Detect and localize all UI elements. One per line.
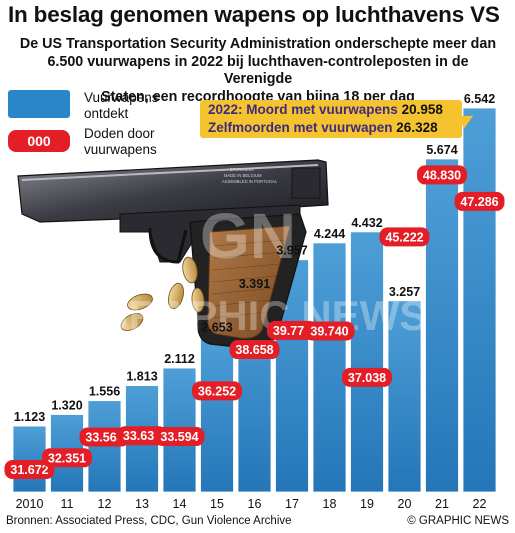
x-tick-label: 20 — [398, 497, 412, 511]
bar-firearms-20 — [387, 300, 422, 493]
death-badge-19 — [342, 367, 392, 387]
death-badge-20 — [379, 227, 430, 247]
svg-text:MADE IN BELGIUM: MADE IN BELGIUM — [224, 173, 262, 178]
watermark-text: GRAPHIC NEWS — [96, 292, 427, 339]
death-badge-11 — [42, 448, 92, 468]
annotation-box: 2022: Moord met vuurwapens 20.958 Zelfmo… — [200, 100, 462, 138]
x-tick-label: 15 — [210, 497, 224, 511]
annotation-value: 26.328 — [396, 120, 438, 135]
x-tick-label: 16 — [248, 497, 262, 511]
x-tick-label: 2010 — [16, 497, 44, 511]
bar-value-label: 1.556 — [89, 385, 120, 399]
x-tick-label: 21 — [435, 497, 449, 511]
handgun-with-bullets-icon: BROWNING MADE IN BELGIUM ASSEMBLED IN PO… — [17, 159, 329, 349]
annotation-label: 2022: Moord met vuurwapens — [208, 102, 398, 117]
death-badge-16 — [229, 340, 280, 360]
annotation-label: Zelfmoorden met vuurwapen — [208, 120, 393, 135]
x-tick-label: 22 — [473, 497, 487, 511]
legend-swatch-blue — [8, 90, 70, 118]
graphic-news-watermark: GN GRAPHIC NEWS — [96, 200, 427, 339]
death-badge-label: 45.222 — [385, 230, 423, 244]
x-tick-label: 18 — [323, 497, 337, 511]
bar-value-label: 1.320 — [51, 399, 82, 413]
bar-value-label: 2.653 — [201, 320, 232, 334]
subtitle-line: De US Transportation Security Administra… — [19, 36, 497, 52]
death-badge-label: 32.351 — [48, 451, 86, 465]
copyright: © GRAPHIC NEWS — [407, 515, 509, 527]
legend-swatch-red: 000 — [8, 130, 70, 152]
page-title: In beslag genomen wapens op luchthavens … — [8, 2, 500, 27]
bar-value-label: 5.674 — [426, 143, 457, 157]
x-tick-label: 12 — [98, 497, 112, 511]
bar-firearms-2010 — [12, 425, 47, 493]
x-tick-label: 13 — [135, 497, 149, 511]
death-badge-label: 33.563 — [85, 431, 123, 445]
bar-firearms-18 — [312, 242, 347, 493]
bar-value-label: 3.257 — [389, 285, 420, 299]
death-badge-15 — [192, 381, 242, 401]
death-badge-13 — [117, 426, 167, 446]
x-tick-label: 19 — [360, 497, 374, 511]
death-badge-21 — [417, 165, 467, 185]
svg-text:ASSEMBLED IN PORTUGAL: ASSEMBLED IN PORTUGAL — [222, 179, 278, 184]
bar-value-label: 4.244 — [314, 227, 345, 241]
death-badge-label: 36.252 — [198, 384, 236, 398]
death-badge-label: 31.672 — [10, 463, 48, 477]
bar-firearms-22 — [462, 107, 497, 493]
x-tick-label: 14 — [173, 497, 187, 511]
watermark-logo: GN — [200, 200, 296, 272]
page-subtitle: De US Transportation Security Administra… — [12, 36, 504, 106]
bar-value-label: 3.391 — [239, 277, 270, 291]
x-tick-label: 17 — [285, 497, 299, 511]
death-badge-label: 37.038 — [348, 371, 386, 385]
legend-firearms-label: ontdekt — [84, 106, 129, 121]
annotation-value: 20.958 — [401, 102, 443, 117]
source-note: Bronnen: Associated Press, CDC, Gun Viol… — [6, 515, 292, 527]
x-tick-label: 11 — [61, 497, 74, 511]
bar-value-label: 6.542 — [464, 92, 495, 106]
bar-value-label: 2.112 — [164, 352, 195, 366]
bar-firearms-15 — [200, 335, 234, 493]
bar-firearms-19 — [350, 231, 384, 493]
bar-value-label: 1.813 — [126, 370, 157, 384]
bar-firearms-21 — [425, 158, 459, 493]
bar-value-label: 4.432 — [351, 216, 382, 230]
death-badge-22 — [454, 191, 505, 211]
bar-value-label: 1.123 — [14, 410, 45, 424]
death-badge-label: 38.658 — [235, 343, 273, 357]
death-badge-label: 33.594 — [160, 430, 198, 444]
svg-text:BROWNING: BROWNING — [230, 167, 254, 172]
death-badge-label: 47.286 — [460, 195, 498, 209]
death-badge-label: 39.773 — [273, 324, 311, 338]
legend-deaths-label: Doden door — [84, 126, 155, 141]
legend-deaths-label: vuurwapens — [84, 142, 157, 157]
death-badge-label: 39.740 — [310, 324, 348, 338]
death-badge-2010 — [4, 459, 55, 479]
death-badge-18 — [304, 321, 355, 341]
bar-value-label: 3.957 — [276, 244, 307, 258]
death-badge-12 — [79, 427, 130, 447]
death-badge-14 — [154, 426, 205, 446]
death-badge-label: 33.636 — [123, 429, 161, 443]
death-badge-17 — [267, 320, 317, 340]
death-badge-label: 48.830 — [423, 168, 461, 182]
subtitle-line: 6.500 vuurwapens in 2022 bij luchthaven-… — [47, 53, 469, 88]
legend-firearms-label: Vuurwapens — [84, 90, 159, 105]
